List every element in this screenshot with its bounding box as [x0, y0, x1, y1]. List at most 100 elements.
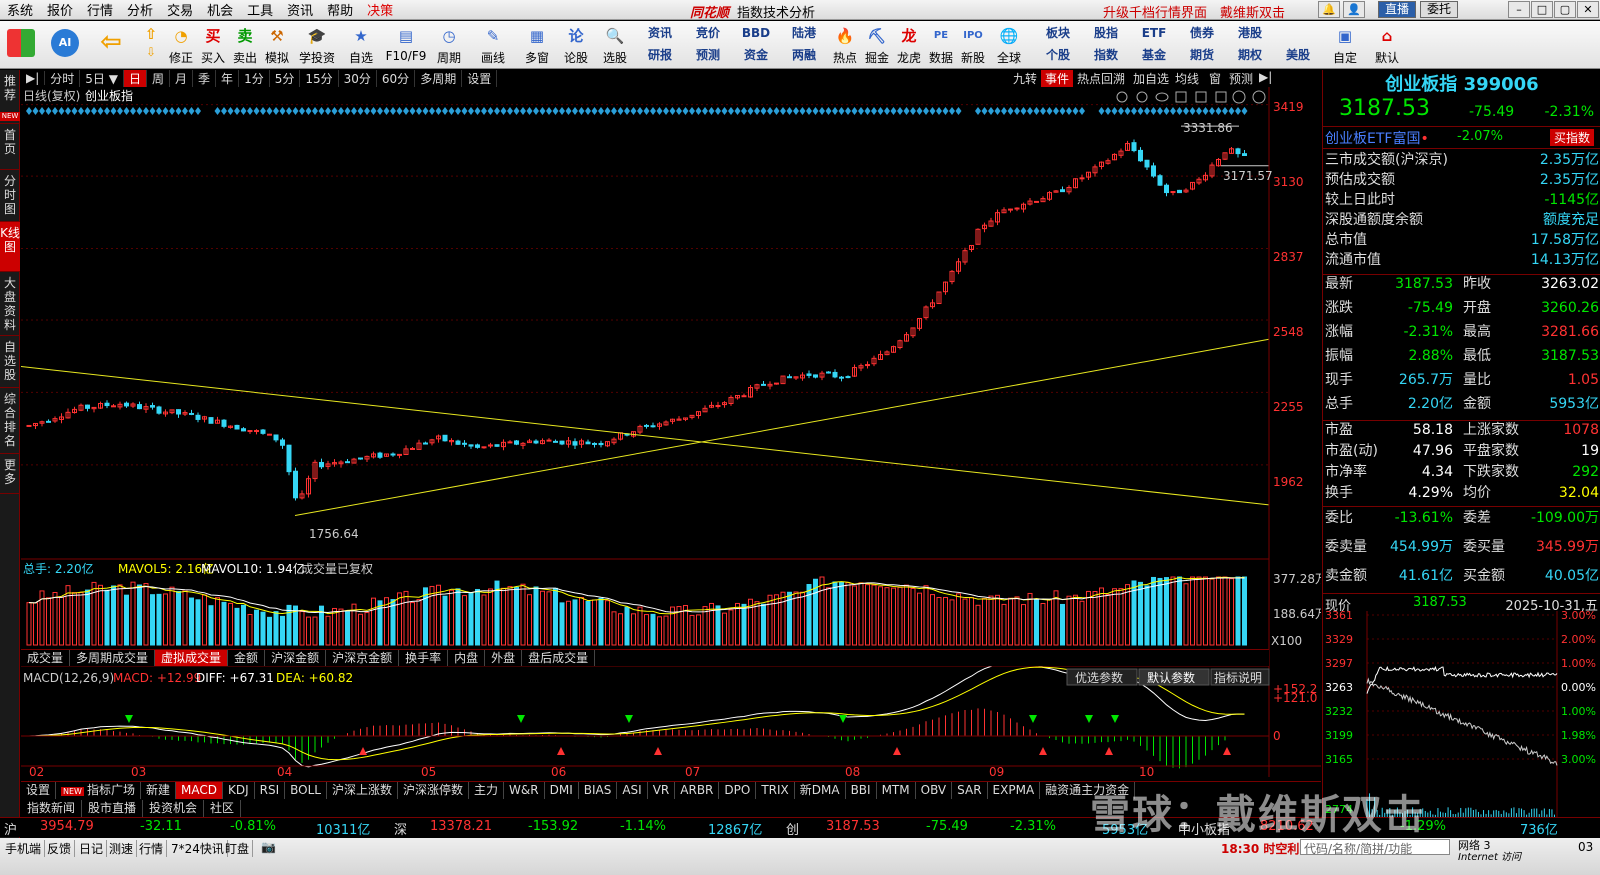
ind-tab-virtual-volume[interactable]: 虚拟成交量	[155, 650, 229, 666]
bbd-grid-button[interactable]: BBD	[741, 26, 771, 40]
add-watchlist-button[interactable]: 加自选	[1133, 72, 1170, 86]
buy-button[interactable]: 买买入	[200, 27, 225, 65]
auction-grid-button[interactable]: 竞价	[695, 26, 720, 40]
options-button[interactable]: 期权	[1237, 48, 1262, 62]
mini-intraday-chart[interactable]: 3361 3329 3297 3263 3232 3199 3165 2774 3.00% 2.0…	[1323, 611, 1600, 817]
menu-system[interactable]: 系统	[7, 4, 34, 19]
left-tab-ranking[interactable]: 综合排名	[0, 388, 20, 454]
btab-asi[interactable]: ASI	[617, 782, 648, 799]
ind-tab-after-hours[interactable]: 盘后成交量	[522, 650, 596, 666]
watchlist-button[interactable]: ★ 自选	[348, 27, 373, 65]
event-button[interactable]: 事件	[1041, 70, 1074, 87]
btab-macd[interactable]: MACD	[176, 782, 223, 799]
collapse-icon[interactable]: ▶|	[1259, 70, 1273, 84]
optimized-params-button[interactable]	[1066, 668, 1138, 686]
chart-tools[interactable]	[1116, 90, 1266, 104]
custom-button[interactable]: ▣ 自定	[1332, 27, 1357, 65]
period-1min[interactable]: 1分	[239, 69, 270, 87]
ind-tab-hsj-amount[interactable]: 沪深京金额	[326, 650, 400, 666]
default-button[interactable]: ⌂ 默认	[1374, 27, 1399, 65]
period-year[interactable]: 年	[216, 69, 240, 87]
futures-button[interactable]: 期货	[1189, 48, 1214, 62]
btab-bias[interactable]: BIAS	[579, 782, 618, 799]
tab-investment-opps[interactable]: 投资机会	[143, 800, 205, 817]
left-tab-more[interactable]: 更多	[0, 454, 20, 494]
btab-settings[interactable]: 设置	[21, 782, 57, 799]
menu-tools[interactable]: 工具	[247, 4, 274, 19]
window-button[interactable]: 窗	[1209, 72, 1222, 86]
index-button[interactable]: 指数	[1093, 48, 1118, 62]
btab-hs-up[interactable]: 沪深上涨数	[327, 782, 398, 799]
btab-vr[interactable]: VR	[648, 782, 676, 799]
btab-bbi[interactable]: BBI	[846, 782, 877, 799]
left-tab-kline[interactable]: K线图	[0, 222, 20, 272]
period-multi[interactable]: 多周期	[415, 69, 463, 87]
up-arrow-icon[interactable]: ⇧ ⇩	[144, 25, 158, 59]
btab-rsi[interactable]: RSI	[255, 782, 286, 799]
period-button[interactable]: ◷ 周期	[436, 27, 461, 65]
live-button[interactable]: 直播	[1378, 1, 1417, 18]
ipo-button[interactable]: IPO 新股	[960, 30, 985, 65]
menu-market[interactable]: 行情	[87, 4, 114, 19]
stock-button[interactable]: 个股	[1045, 48, 1070, 62]
forecast-button[interactable]: 预测	[695, 48, 720, 62]
period-5day[interactable]: 5日 ▼	[80, 69, 124, 87]
indicator-help-button[interactable]	[1210, 668, 1270, 686]
bond-button[interactable]: 债券	[1189, 26, 1214, 40]
hk-stock-button[interactable]: 港股	[1237, 26, 1262, 40]
status-mobile[interactable]: 手机端	[2, 840, 46, 857]
left-tab-home[interactable]: 首页	[0, 124, 20, 170]
status-feedback[interactable]: 反馈	[44, 840, 76, 857]
btab-main-force[interactable]: 主力	[469, 782, 505, 799]
ind-tab-amount[interactable]: 金额	[228, 650, 266, 666]
period-week[interactable]: 周	[147, 69, 171, 87]
etf-link[interactable]: 创业板ETF富国•	[1325, 131, 1429, 147]
back-arrow-icon[interactable]: ⇦	[100, 27, 122, 57]
hotspot-review-button[interactable]: 热点回溯	[1077, 72, 1126, 86]
ind-tab-turnover[interactable]: 换手率	[399, 650, 449, 666]
kline-chart-svg[interactable]: 日线(复权) 创业板指 3419 3130 2837 2548 2255 196…	[20, 87, 1327, 779]
btab-new[interactable]: 新建	[141, 782, 176, 799]
status-speedtest[interactable]: 测速	[106, 840, 138, 857]
app-grid-icon[interactable]	[6, 23, 36, 67]
upgrade-link[interactable]: 升级千档行情界面	[1103, 6, 1208, 21]
ai-button[interactable]: AI	[50, 23, 80, 67]
period-day[interactable]: 日	[123, 69, 147, 87]
dig-button[interactable]: ⛏ 掘金	[864, 27, 889, 65]
status-watch[interactable]: 盯盘	[222, 840, 254, 857]
period-quarter[interactable]: 季	[193, 69, 217, 87]
btab-obv[interactable]: OBV	[916, 782, 953, 799]
lock-icon[interactable]	[1175, 91, 1187, 103]
period-15min[interactable]: 15分	[300, 69, 339, 87]
btab-trix[interactable]: TRIX	[756, 782, 795, 799]
research-button[interactable]: 研报	[647, 48, 672, 62]
hotspot-button[interactable]: 🔥 热点	[832, 27, 857, 65]
learn-button[interactable]: 🎓 学投资	[298, 27, 335, 65]
period-60min[interactable]: 60分	[377, 69, 416, 87]
period-arrow-icon[interactable]: ▶|	[21, 71, 46, 85]
menu-analysis[interactable]: 分析	[127, 4, 154, 19]
hk-connect-button[interactable]: 陆港	[791, 26, 816, 40]
status-diary[interactable]: 日记	[76, 840, 108, 857]
left-tab-market-data[interactable]: 大盘资料	[0, 272, 20, 336]
status-market[interactable]: 行情	[136, 840, 168, 857]
gear-icon[interactable]	[1136, 91, 1148, 103]
fund-flow-button[interactable]: 资金	[743, 48, 768, 62]
camera-icon[interactable]: 📷	[261, 840, 276, 854]
save-icon[interactable]	[1215, 91, 1227, 103]
user-icon[interactable]: 👤	[1343, 1, 1365, 18]
period-30min[interactable]: 30分	[339, 69, 377, 87]
menu-quote[interactable]: 报价	[47, 4, 74, 19]
predict-button[interactable]: 预测	[1229, 72, 1254, 86]
period-intraday[interactable]: 分时	[45, 69, 81, 87]
buy-index-button[interactable]: 买指数	[1549, 129, 1594, 146]
eye-icon[interactable]	[1155, 92, 1169, 102]
btab-dmi[interactable]: DMI	[545, 782, 579, 799]
menu-decision[interactable]: 决策	[367, 4, 394, 19]
maximize-icon[interactable]: ▢	[1554, 1, 1576, 18]
btab-hs-limitup[interactable]: 沪深涨停数	[398, 782, 470, 799]
close-icon[interactable]: ✕	[1577, 1, 1599, 18]
btab-kdj[interactable]: KDJ	[223, 782, 255, 799]
zoom-in-icon[interactable]	[1232, 90, 1246, 104]
period-5min[interactable]: 5分	[270, 69, 301, 87]
